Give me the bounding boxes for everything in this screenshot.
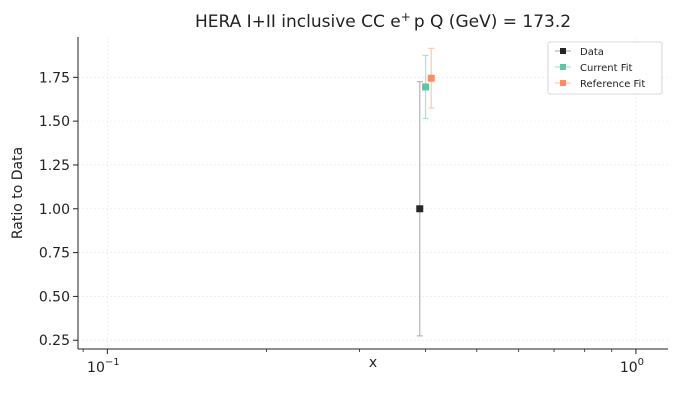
y-tick-label: 1.00 (39, 202, 70, 218)
y-axis-label: Ratio to Data (10, 147, 26, 239)
legend-swatch (560, 48, 566, 54)
x-tick-label: 10−1 (87, 357, 120, 376)
y-tick-label: 0.25 (39, 333, 70, 349)
legend-swatch (560, 80, 566, 86)
y-tick-label: 0.50 (39, 289, 70, 305)
legend-label: Current Fit (580, 63, 633, 74)
legend-label: Data (580, 47, 604, 58)
legend-frame (547, 41, 663, 95)
legend-label: Reference Fit (580, 79, 645, 90)
y-tick-label: 1.75 (39, 70, 70, 86)
data-point (427, 74, 435, 82)
x-tick-label: 100 (620, 357, 644, 376)
chart-title: HERA I+II inclusive CC e+ p Q (GeV) = 173… (195, 10, 571, 32)
legend: Data Current Fit Reference Fit (547, 41, 663, 95)
y-tick-label: 1.25 (39, 158, 70, 174)
y-tick-label: 0.75 (39, 246, 70, 262)
series-layer (416, 47, 435, 337)
data-point (416, 205, 424, 213)
y-ticks: 0.25 0.50 0.75 1.00 1.25 1.50 1.75 (39, 70, 78, 349)
x-ticks: 10−1 100 (82, 349, 644, 376)
data-point (422, 83, 430, 91)
x-axis-label: x (369, 355, 377, 371)
y-tick-label: 1.50 (39, 114, 70, 130)
legend-swatch (560, 64, 566, 70)
